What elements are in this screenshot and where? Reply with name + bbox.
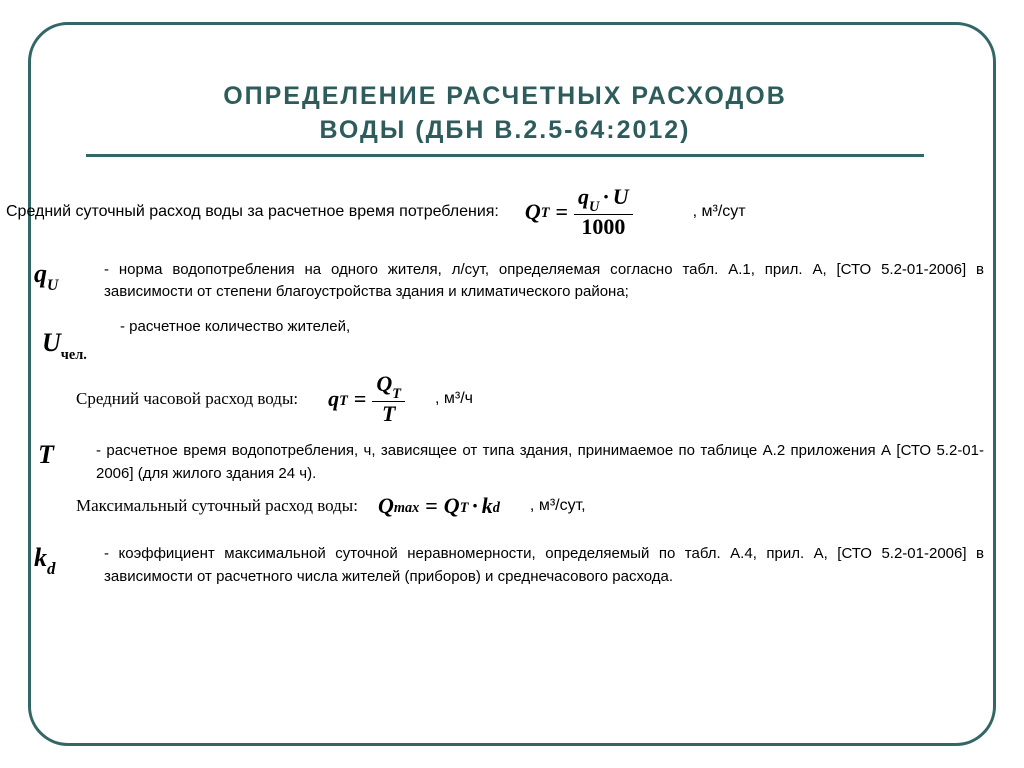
title-line-1: ОПРЕДЕЛЕНИЕ РАСЧЕТНЫХ РАСХОДОВ xyxy=(26,80,984,114)
formula-2-unit: , м³/ч xyxy=(435,390,473,408)
definition-qU: qU - норма водопотребления на одного жит… xyxy=(34,259,984,304)
formula-2-row: Средний часовой расход воды: qT= QT T , … xyxy=(76,372,984,426)
formula-2-label: Средний часовой расход воды: xyxy=(76,389,298,409)
formula-3-unit: , м³/сут, xyxy=(530,497,586,515)
definition-T: T - расчетное время водопотребления, ч, … xyxy=(38,440,984,485)
formula-3-label: Максимальный суточный расход воды: xyxy=(76,496,358,516)
formula-1-unit: , м³/сут xyxy=(693,203,746,221)
text-T: - расчетное время водопотребления, ч, за… xyxy=(96,440,984,485)
definition-kd: kd - коэффициент максимальной суточной н… xyxy=(34,543,984,588)
slide-content: ОПРЕДЕЛЕНИЕ РАСЧЕТНЫХ РАСХОДОВ ВОДЫ (ДБН… xyxy=(26,80,984,588)
symbol-T: T xyxy=(38,440,96,485)
formula-3-row: Максимальный суточный расход воды: Qmax=… xyxy=(76,493,984,519)
title-underline xyxy=(86,154,924,157)
formula-1-label: Средний суточный расход воды за расчетно… xyxy=(6,203,499,221)
formula-1: QT= qU·U 1000 xyxy=(525,185,633,239)
title-line-2: ВОДЫ (ДБН В.2.5-64:2012) xyxy=(26,114,984,148)
text-qU: - норма водопотребления на одного жителя… xyxy=(104,259,984,304)
symbol-kd: kd xyxy=(34,543,104,588)
symbol-qU: qU xyxy=(34,259,104,304)
symbol-U: Uчел. xyxy=(42,316,120,362)
text-U: - расчетное количество жителей, xyxy=(120,316,984,339)
formula-3: Qmax=QT·kd xyxy=(378,493,500,519)
text-kd: - коэффициент максимальной суточной нера… xyxy=(104,543,984,588)
title-block: ОПРЕДЕЛЕНИЕ РАСЧЕТНЫХ РАСХОДОВ ВОДЫ (ДБН… xyxy=(26,80,984,148)
formula-1-row: Средний суточный расход воды за расчетно… xyxy=(6,185,984,239)
formula-2: qT= QT T xyxy=(328,372,405,426)
definition-U: Uчел. - расчетное количество жителей, xyxy=(42,316,984,362)
